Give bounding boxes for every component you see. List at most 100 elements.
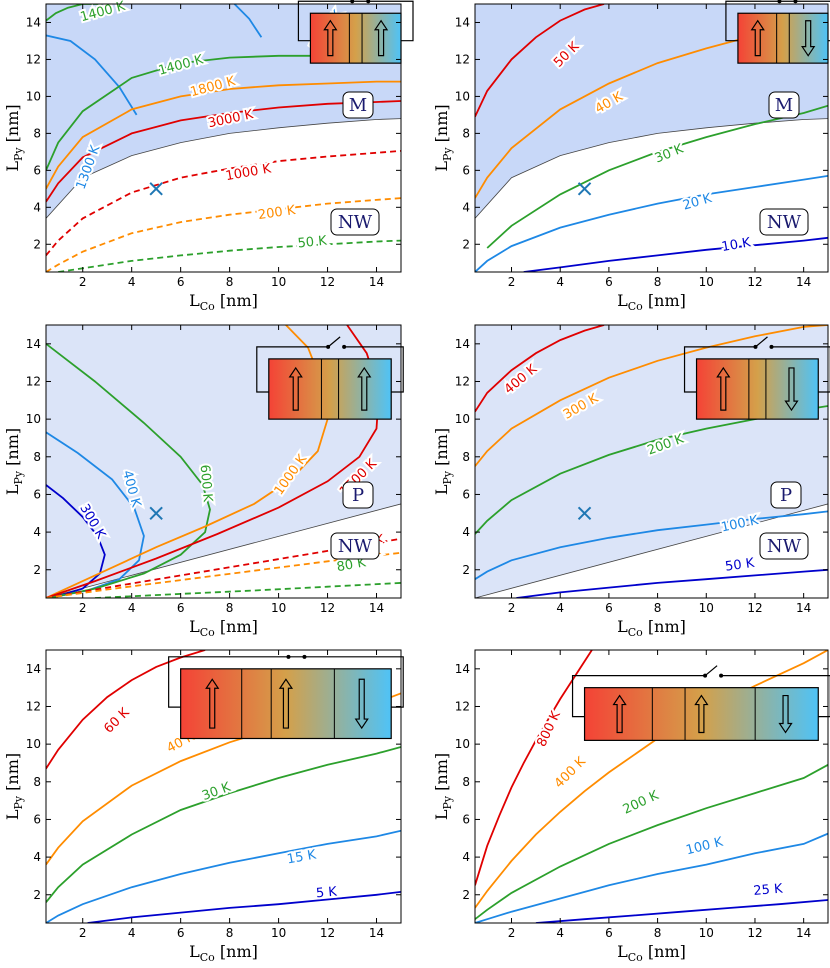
x-axis-label-sub: Co — [200, 951, 215, 964]
switch-contact — [286, 654, 291, 659]
x-tick-label: 2 — [79, 275, 87, 289]
y-tick-label: 4 — [462, 200, 470, 214]
y-tick-label: 6 — [33, 812, 41, 826]
y-axis-label: LPy [nm] — [432, 428, 454, 495]
x-tick-label: 4 — [128, 601, 136, 615]
x-tick-label: 6 — [605, 275, 613, 289]
magnetization-arrow-up — [750, 19, 765, 57]
y-tick-label: 10 — [455, 89, 470, 103]
x-tick-label: 4 — [128, 926, 136, 940]
contour-label: 10 K — [721, 235, 753, 255]
y-tick-label: 12 — [455, 52, 470, 66]
y-tick-label: 2 — [33, 237, 41, 251]
y-tick-label: 10 — [455, 737, 470, 751]
x-tick-label: 8 — [226, 275, 234, 289]
magnetization-arrow-up — [373, 19, 389, 57]
y-axis-label: LPy [nm] — [3, 428, 25, 495]
x-tick-label: 12 — [747, 926, 762, 940]
plot-frame — [45, 649, 402, 924]
switch-contact — [703, 673, 708, 678]
layer-stack — [737, 12, 829, 64]
y-tick-label: 8 — [462, 775, 470, 789]
y-axis-label-sub: Py — [12, 147, 25, 161]
x-tick-label: 4 — [556, 601, 564, 615]
x-tick-label: 12 — [320, 275, 335, 289]
contour-50-K-line — [475, 4, 605, 118]
x-axis-label: LCo [nm] — [617, 617, 686, 639]
y-tick-label: 12 — [26, 52, 41, 66]
circuit-wire — [683, 346, 830, 393]
y-tick-label: 2 — [33, 888, 41, 902]
y-tick-label: 4 — [33, 850, 41, 864]
contour-15-K-line — [46, 829, 401, 923]
device-inset — [297, 0, 414, 64]
x-axis-label-sub: Co — [200, 300, 215, 313]
device-inset — [168, 654, 404, 740]
contour-400-K-line — [475, 650, 828, 909]
region-label-M: M — [349, 95, 367, 116]
x-tick-label: 8 — [226, 926, 234, 940]
switch-contact — [350, 0, 355, 4]
marker-x — [149, 182, 163, 196]
x-tick-label: 6 — [177, 275, 185, 289]
y-tick-label: 4 — [462, 525, 470, 539]
switch-open — [755, 336, 768, 348]
switch-contact — [366, 0, 371, 4]
y-tick-label: 14 — [26, 662, 41, 676]
y-tick-label: 2 — [462, 237, 470, 251]
switch-contact — [793, 0, 798, 4]
marker-x — [577, 182, 592, 196]
x-tick-label: 12 — [747, 275, 762, 289]
marker-x — [577, 506, 592, 520]
device-inset — [725, 0, 830, 64]
y-tick-label: 4 — [33, 200, 41, 214]
x-tick-label: 12 — [320, 601, 335, 615]
y-tick-label: 10 — [26, 89, 41, 103]
plot-frame — [474, 324, 829, 599]
x-tick-label: 14 — [369, 926, 384, 940]
x-axis-label-sub: Co — [200, 626, 215, 639]
x-tick-label: 14 — [369, 275, 384, 289]
y-tick-label: 2 — [33, 563, 41, 577]
x-axis-label: LCo [nm] — [617, 291, 686, 313]
y-tick-label: 4 — [33, 525, 41, 539]
region-boundary — [46, 503, 401, 598]
region-label-M: M — [775, 95, 793, 116]
region-label-box — [330, 532, 380, 560]
y-axis-label-sub: Py — [441, 470, 454, 484]
contour-label: 600 K — [197, 464, 215, 503]
switch-contact — [753, 344, 758, 349]
y-axis-label: LPy [nm] — [432, 753, 454, 820]
x-tick-label: 2 — [79, 601, 87, 615]
x-tick-label: 8 — [654, 601, 662, 615]
x-tick-label: 12 — [747, 601, 762, 615]
contour-1300-K-line — [46, 34, 138, 116]
layer-stack — [695, 358, 819, 420]
region-label-NW: NW — [338, 536, 373, 557]
x-tick-label: 6 — [605, 926, 613, 940]
y-tick-label: 14 — [26, 337, 41, 351]
contour-label: 25 K — [753, 881, 784, 899]
y-tick-label: 8 — [33, 126, 41, 140]
y-tick-label: 6 — [33, 163, 41, 177]
y-axis-label: LPy [nm] — [3, 104, 25, 171]
x-axis-label: LCo [nm] — [617, 942, 686, 964]
y-tick-label: 14 — [455, 15, 470, 29]
layer-stack — [268, 358, 392, 420]
region-boundary — [46, 118, 401, 219]
plot-frame — [474, 649, 829, 924]
x-tick-label: 2 — [508, 601, 516, 615]
contour-400-K-line — [475, 325, 605, 413]
circuit-wire — [256, 346, 404, 393]
x-axis-label: LCo [nm] — [189, 291, 258, 313]
contour-300-K-line — [475, 325, 828, 467]
y-axis-label-sub: Py — [12, 795, 25, 809]
x-tick-label: 14 — [796, 926, 811, 940]
layer-stack — [309, 12, 402, 64]
y-tick-label: 6 — [462, 812, 470, 826]
region-label-P: P — [352, 485, 364, 506]
